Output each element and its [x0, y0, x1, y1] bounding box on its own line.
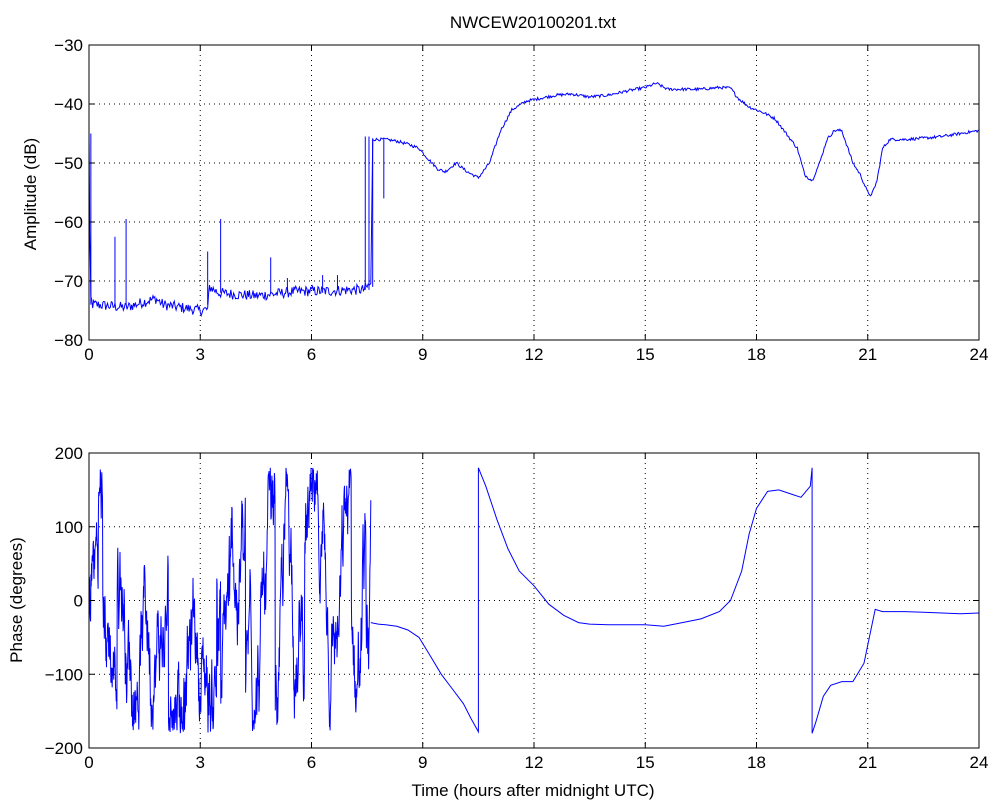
- phase-ytick-label: −200: [45, 739, 83, 758]
- phase-xtick-label: 6: [307, 753, 316, 772]
- phase-xtick-label: 21: [858, 753, 877, 772]
- chart-title: NWCEW20100201.txt: [450, 13, 617, 32]
- amplitude-xtick-label: 3: [196, 345, 205, 364]
- phase-xtick-label: 0: [84, 753, 93, 772]
- phase-ytick-label: 200: [55, 444, 83, 463]
- amplitude-xtick-label: 24: [970, 345, 989, 364]
- amplitude-xtick-label: 0: [84, 345, 93, 364]
- phase-xtick-label: 3: [196, 753, 205, 772]
- phase-panel: 0 3 6 9 12 15 18 21 24 −200 −100 0 100 200: [45, 444, 989, 772]
- phase-noise-line: [89, 467, 372, 734]
- amplitude-xtick-label: 12: [525, 345, 544, 364]
- phase-xlabel: Time (hours after midnight UTC): [411, 781, 654, 800]
- amplitude-ytick-label: −80: [54, 331, 83, 350]
- phase-ylabel: Phase (degrees): [7, 537, 26, 663]
- phase-data: [89, 467, 979, 734]
- amplitude-ytick-label: −60: [54, 213, 83, 232]
- amplitude-panel: 0 3 6 9 12 15 18 21 24 −80 −70 −60 −50 −40 −30: [54, 36, 988, 364]
- amplitude-ytick-label: −30: [54, 36, 83, 55]
- phase-xtick-label: 18: [747, 753, 766, 772]
- amplitude-series-line: [89, 82, 979, 318]
- amplitude-ytick-label: −40: [54, 95, 83, 114]
- amplitude-xtick-label: 18: [747, 345, 766, 364]
- amplitude-ytick-label: −50: [54, 154, 83, 173]
- phase-xtick-label: 9: [418, 753, 427, 772]
- amplitude-ytick-label: −70: [54, 272, 83, 291]
- phase-xtick-label: 24: [970, 753, 989, 772]
- phase-ytick-label: 100: [55, 518, 83, 537]
- amplitude-data: [89, 82, 979, 318]
- phase-ytick-label: 0: [74, 592, 83, 611]
- amplitude-xtick-label: 6: [307, 345, 316, 364]
- amplitude-ylabel: Amplitude (dB): [21, 138, 40, 250]
- phase-xtick-label: 15: [636, 753, 655, 772]
- phase-ytick-label: −100: [45, 665, 83, 684]
- amplitude-xtick-label: 9: [418, 345, 427, 364]
- amplitude-xtick-label: 15: [636, 345, 655, 364]
- phase-xtick-label: 12: [525, 753, 544, 772]
- amplitude-xtick-label: 21: [858, 345, 877, 364]
- phase-series-line: [370, 467, 979, 734]
